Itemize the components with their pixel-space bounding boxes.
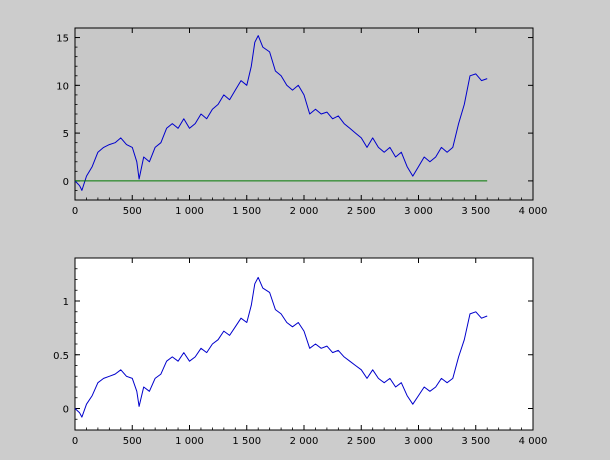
x-tick-label: 2 500 bbox=[347, 436, 376, 447]
x-tick-label: 2 000 bbox=[290, 206, 319, 217]
x-tick-label: 2 500 bbox=[347, 206, 376, 217]
x-tick-label: 3 000 bbox=[404, 436, 433, 447]
top-chart: 0 500 1 000 1 500 2 000 2 500 3 000 3 500 4 000 0… bbox=[56, 27, 548, 217]
plot-area bbox=[74, 27, 534, 201]
series-line-0 bbox=[74, 276, 488, 418]
y-tick-label: 0.5 bbox=[53, 351, 69, 362]
series-line-0 bbox=[74, 35, 488, 191]
x-tick-label: 1 000 bbox=[175, 436, 204, 447]
x-tick-label: 3 500 bbox=[461, 436, 490, 447]
y-tick-label: 15 bbox=[56, 34, 69, 45]
x-tick-label: 1 500 bbox=[232, 206, 261, 217]
bottom-chart: 0 500 1 000 1 500 2 000 2 500 3 000 3 500 4 000 0… bbox=[53, 257, 548, 447]
x-tick-label: 4 000 bbox=[519, 436, 548, 447]
x-tick-label: 3 000 bbox=[404, 206, 433, 217]
y-tick-label: 5 bbox=[63, 129, 69, 140]
x-tick-label: 1 000 bbox=[175, 206, 204, 217]
x-tick-label: 0 bbox=[72, 436, 78, 447]
y-tick-label: 10 bbox=[56, 81, 69, 92]
y-tick-label: 0 bbox=[63, 177, 69, 188]
x-tick-label: 2 000 bbox=[290, 436, 319, 447]
x-tick-label: 500 bbox=[123, 436, 142, 447]
plot-area bbox=[74, 257, 534, 431]
y-tick-label: 0 bbox=[63, 405, 69, 416]
x-tick-label: 3 500 bbox=[461, 206, 490, 217]
x-tick-label: 500 bbox=[123, 206, 142, 217]
x-tick-label: 0 bbox=[72, 206, 78, 217]
x-tick-label: 1 500 bbox=[232, 436, 261, 447]
y-tick-label: 1 bbox=[63, 297, 69, 308]
x-tick-label: 4 000 bbox=[519, 206, 548, 217]
